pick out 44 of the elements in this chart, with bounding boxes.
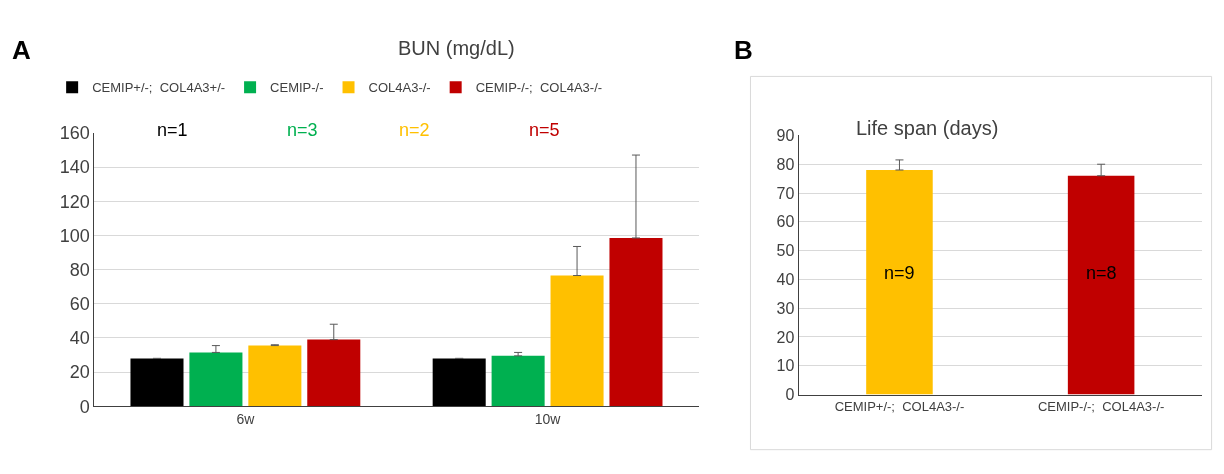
y-tick-label: 70 — [776, 184, 795, 202]
legend-label: CEMIP+/-; COL4A3+/- — [92, 80, 226, 96]
bar — [248, 345, 302, 407]
annotation: n=5 — [529, 120, 560, 140]
legend-label: COL4A3-/- — [368, 80, 431, 96]
bar — [307, 339, 361, 407]
y-tick-label: 160 — [59, 123, 90, 144]
y-tick-label: 80 — [776, 155, 795, 173]
y-tick-label: 90 — [776, 127, 795, 145]
annotation: n=3 — [287, 120, 318, 140]
y-tick-label: 30 — [776, 299, 795, 317]
y-tick-label: 120 — [59, 191, 90, 212]
annotation: n=1 — [157, 120, 188, 140]
y-tick-label: 20 — [69, 362, 90, 383]
y-tick-label: 40 — [69, 328, 90, 349]
x-tick-label: 10w — [534, 411, 562, 428]
text: B — [734, 35, 753, 65]
bar — [130, 358, 184, 407]
y-tick-label: 60 — [776, 213, 795, 231]
y-tick-label: 80 — [69, 259, 90, 280]
y-tick-label: 10 — [776, 357, 795, 375]
bar — [432, 358, 486, 407]
y-tick-label: 20 — [776, 328, 795, 346]
bar — [189, 352, 243, 407]
annotation: n=2 — [399, 120, 430, 140]
bar — [491, 355, 545, 407]
bar — [550, 275, 604, 407]
bar — [609, 237, 663, 407]
annotation: n=8 — [1086, 263, 1117, 283]
y-tick-label: 40 — [776, 270, 795, 288]
annotation: n=9 — [884, 263, 915, 283]
y-tick-label: 140 — [59, 157, 90, 178]
x-tick-label: 6w — [236, 411, 256, 428]
chart-title: BUN (mg/dL) — [398, 37, 515, 59]
y-tick-label: 0 — [785, 386, 795, 404]
x-tick-label: CEMIP+/-; COL4A3-/- — [834, 399, 965, 415]
text: A — [12, 35, 31, 65]
chart-title: Life span (days) — [856, 117, 999, 139]
legend-label: CEMIP-/- — [270, 80, 324, 96]
legend-label: CEMIP-/-; COL4A3-/- — [475, 80, 603, 96]
y-tick-label: 50 — [776, 242, 795, 260]
y-tick-label: 60 — [69, 294, 90, 315]
y-tick-label: 100 — [59, 225, 90, 246]
y-tick-label: 0 — [79, 396, 90, 417]
